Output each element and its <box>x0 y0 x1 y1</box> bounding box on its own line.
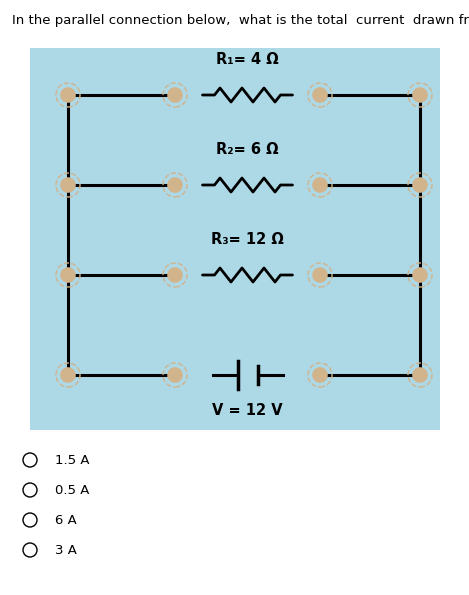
Text: 6 A: 6 A <box>55 513 77 527</box>
Circle shape <box>23 543 37 557</box>
Circle shape <box>167 87 183 103</box>
Circle shape <box>312 367 328 383</box>
Circle shape <box>412 177 428 193</box>
Circle shape <box>412 267 428 283</box>
Circle shape <box>23 483 37 497</box>
Circle shape <box>60 267 76 283</box>
Circle shape <box>412 367 428 383</box>
Circle shape <box>167 177 183 193</box>
Circle shape <box>167 267 183 283</box>
Text: V = 12 V: V = 12 V <box>212 403 283 418</box>
Circle shape <box>167 367 183 383</box>
Circle shape <box>312 267 328 283</box>
Text: 1.5 A: 1.5 A <box>55 453 90 466</box>
Text: R₂= 6 Ω: R₂= 6 Ω <box>216 142 279 157</box>
Circle shape <box>412 87 428 103</box>
Circle shape <box>60 367 76 383</box>
Circle shape <box>60 177 76 193</box>
Circle shape <box>23 513 37 527</box>
Circle shape <box>312 177 328 193</box>
Circle shape <box>312 87 328 103</box>
Text: In the parallel connection below,  what is the total  current  drawn from the ba: In the parallel connection below, what i… <box>12 14 469 27</box>
Text: 0.5 A: 0.5 A <box>55 484 90 496</box>
Text: 3 A: 3 A <box>55 543 77 556</box>
Circle shape <box>60 87 76 103</box>
Circle shape <box>23 453 37 467</box>
FancyBboxPatch shape <box>30 48 440 430</box>
Text: R₁= 4 Ω: R₁= 4 Ω <box>216 52 279 67</box>
Text: R₃= 12 Ω: R₃= 12 Ω <box>211 232 284 247</box>
